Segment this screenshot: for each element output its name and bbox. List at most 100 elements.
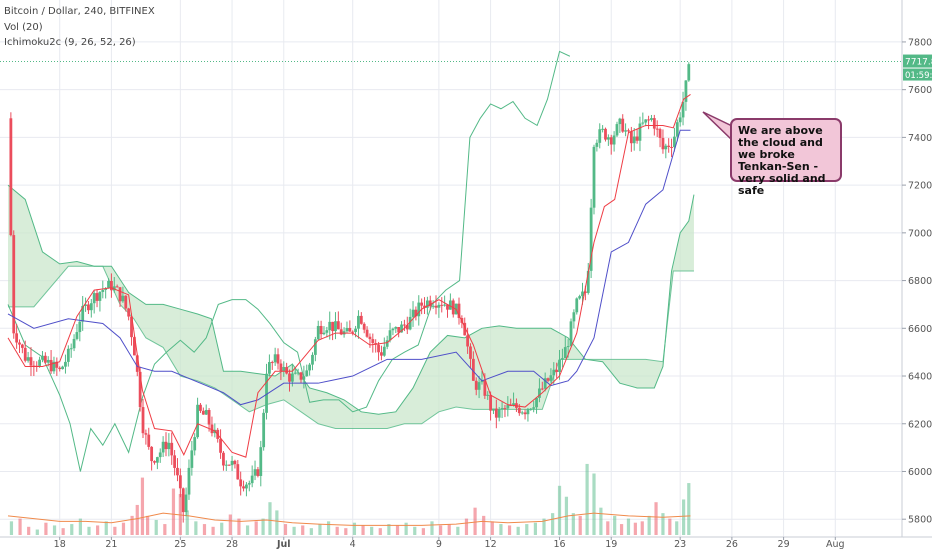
volume-bar: [78, 518, 82, 535]
volume-bar: [687, 483, 691, 535]
candle-body: [52, 361, 56, 372]
volume-bar: [245, 525, 250, 535]
candle-body: [247, 483, 251, 485]
volume-bar: [61, 528, 65, 535]
candle-body: [492, 408, 495, 411]
candle-body: [500, 408, 504, 410]
plot-area: [7, 50, 695, 535]
annotation-callout[interactable]: We are above the cloud and we broke Tenk…: [730, 118, 842, 197]
y-tick-label: 7800.0: [908, 37, 932, 48]
candle-body: [29, 357, 33, 366]
candle-body: [598, 129, 602, 143]
volume-bar: [378, 528, 382, 535]
kijun-sen-line: [7, 129, 691, 406]
candle-body: [377, 344, 380, 353]
candle-body: [506, 405, 510, 409]
candle-body: [673, 136, 676, 148]
candle-body: [331, 321, 334, 332]
volume-bar: [430, 521, 434, 535]
candle-body: [569, 321, 573, 347]
candle-body: [403, 324, 406, 326]
candle-body: [589, 207, 593, 271]
candle-body: [153, 461, 156, 463]
volume-bar: [464, 518, 469, 535]
candle-body: [365, 329, 369, 337]
candle-body: [385, 340, 389, 347]
candle-body: [362, 323, 366, 330]
volume-bar: [130, 515, 134, 535]
candle-body: [629, 131, 633, 144]
volume-bar: [154, 519, 158, 535]
countdown-badge: [903, 68, 932, 81]
volume-bar: [146, 515, 150, 535]
candle-body: [494, 408, 498, 418]
candle-body: [351, 331, 355, 333]
candle-body: [196, 404, 199, 438]
candle-body: [578, 296, 582, 299]
candle-body: [408, 316, 412, 330]
candle-body: [477, 382, 481, 390]
candle-body: [259, 447, 263, 476]
volume-bar: [202, 524, 207, 535]
volume-bar: [490, 521, 494, 535]
volume-bar: [268, 502, 272, 535]
candle-body: [443, 304, 447, 306]
candle-body: [104, 288, 108, 290]
last-price-badge-text: 7717.8: [905, 58, 932, 68]
y-tick-label: 6200.0: [908, 419, 932, 430]
candle-body: [170, 442, 174, 456]
candle-body: [293, 372, 297, 374]
candle-body: [354, 328, 357, 332]
candle-body: [219, 438, 222, 453]
candle-body: [167, 442, 171, 450]
volume-bar: [421, 528, 425, 535]
candle-body: [345, 327, 349, 332]
candle-body: [18, 342, 21, 345]
candle-body: [290, 373, 294, 382]
candle-body: [566, 346, 570, 348]
candle-body: [184, 494, 188, 513]
candle-body: [92, 293, 96, 304]
candle-body: [222, 452, 225, 466]
volume-bar: [254, 521, 258, 535]
candle-body: [268, 362, 271, 374]
candle-body: [176, 467, 179, 476]
candle-body: [305, 370, 309, 377]
candle-body: [302, 376, 306, 380]
candle-body: [55, 361, 59, 368]
volume-bar: [352, 522, 357, 535]
candle-body: [621, 118, 625, 132]
candle-body: [512, 403, 515, 406]
volume-bar: [237, 518, 241, 535]
candle-body: [543, 378, 547, 389]
candle-body: [101, 289, 105, 293]
kumo-cloud: [8, 185, 694, 429]
volume-bar: [283, 524, 288, 535]
candle-body: [652, 118, 656, 129]
candle-body: [239, 479, 243, 487]
y-tick-label: 6400.0: [908, 372, 932, 383]
candle-body: [601, 128, 605, 130]
candle-body: [463, 322, 467, 336]
candle-body: [675, 122, 679, 137]
grid-lines: [0, 0, 902, 537]
candle-body: [641, 122, 645, 124]
candle-body: [420, 302, 424, 306]
volume-bar: [619, 524, 624, 535]
volume-bar: [121, 522, 126, 535]
candle-body: [529, 408, 533, 410]
x-tick-label: 23: [674, 539, 686, 550]
volume-bar: [542, 518, 546, 535]
volume-bar: [585, 463, 589, 535]
volume-bar: [654, 502, 658, 535]
candle-body: [563, 347, 567, 359]
candle-body: [595, 142, 599, 147]
volume-bar: [27, 526, 31, 535]
volume-bar: [571, 513, 575, 535]
candle-body: [46, 359, 50, 363]
candle-body: [328, 321, 332, 331]
candle-body: [391, 328, 395, 331]
candle-body: [687, 64, 691, 81]
x-tick-label: 4: [350, 539, 356, 550]
